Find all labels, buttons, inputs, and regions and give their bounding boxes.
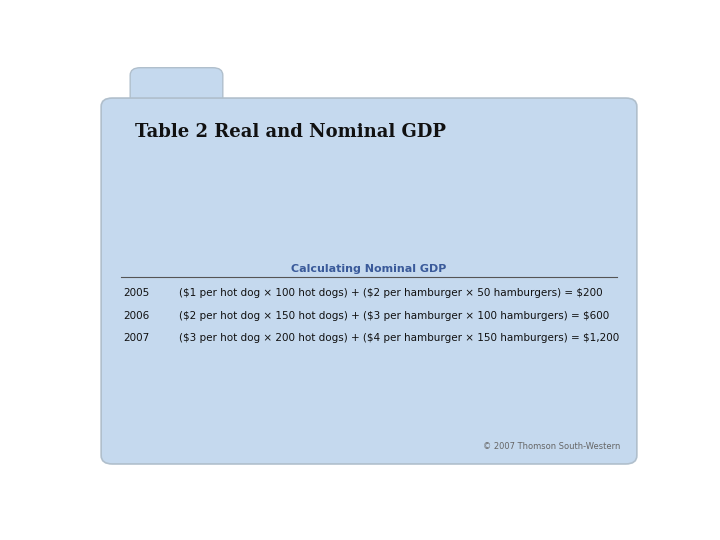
Text: ($3 per hot dog × 200 hot dogs) + ($4 per hamburger × 150 hamburgers) = $1,200: ($3 per hot dog × 200 hot dogs) + ($4 pe… [179, 334, 619, 343]
Text: 2005: 2005 [124, 288, 150, 298]
FancyBboxPatch shape [142, 100, 211, 117]
Text: ($1 per hot dog × 100 hot dogs) + ($2 per hamburger × 50 hamburgers) = $200: ($1 per hot dog × 100 hot dogs) + ($2 pe… [179, 288, 603, 298]
Text: 2006: 2006 [124, 310, 150, 321]
FancyBboxPatch shape [142, 104, 211, 113]
Text: © 2007 Thomson South-Western: © 2007 Thomson South-Western [482, 442, 620, 451]
Text: Calculating Nominal GDP: Calculating Nominal GDP [292, 264, 446, 274]
FancyBboxPatch shape [130, 68, 222, 116]
Text: ($2 per hot dog × 150 hot dogs) + ($3 per hamburger × 100 hamburgers) = $600: ($2 per hot dog × 150 hot dogs) + ($3 pe… [179, 310, 610, 321]
Text: Table 2 Real and Nominal GDP: Table 2 Real and Nominal GDP [135, 123, 446, 141]
Text: 2007: 2007 [124, 334, 150, 343]
FancyBboxPatch shape [101, 98, 637, 464]
